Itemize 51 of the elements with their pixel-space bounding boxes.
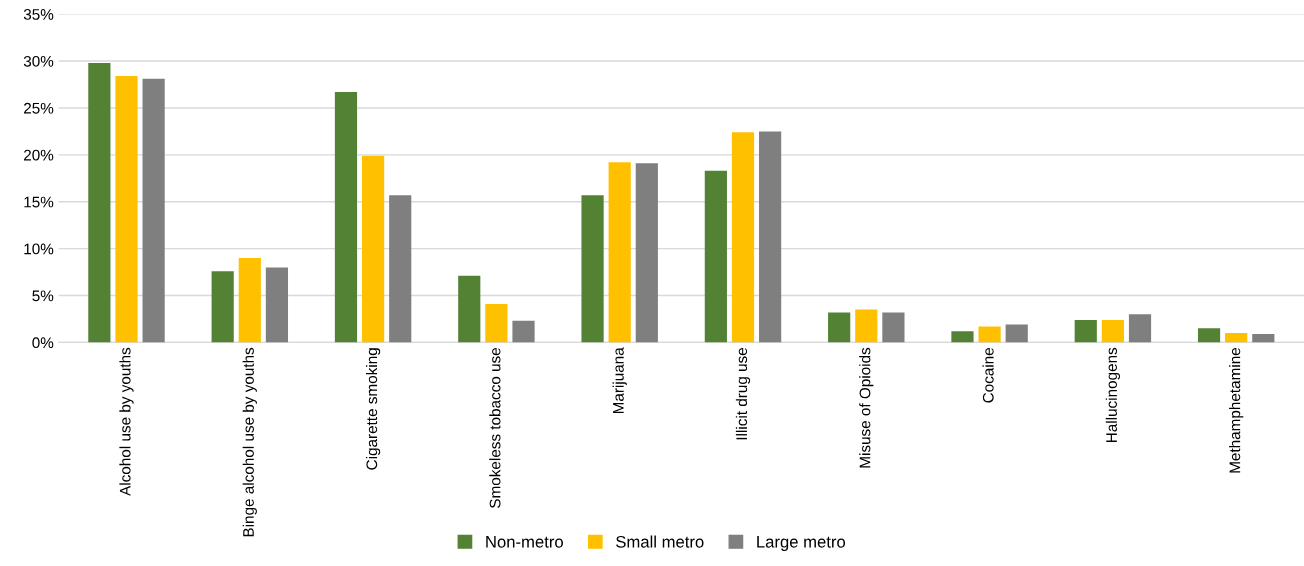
y-tick-label: 30% <box>23 55 54 67</box>
bar <box>978 326 1001 343</box>
bar <box>1005 324 1028 343</box>
legend-label: Large metro <box>757 536 846 551</box>
bar <box>1252 333 1275 343</box>
x-tick-label: Marijuana <box>612 347 627 414</box>
bar <box>88 62 111 343</box>
bar <box>211 271 234 343</box>
bar <box>142 78 165 343</box>
bar <box>389 195 412 343</box>
bar <box>334 92 358 343</box>
y-tick-label: 0% <box>32 337 54 349</box>
bar <box>731 132 755 343</box>
bar <box>1074 319 1097 343</box>
bar <box>1225 333 1248 343</box>
bar <box>238 258 261 343</box>
legend-label: Non-metro <box>486 536 563 548</box>
x-tick-label: Illicit drug use <box>735 347 751 440</box>
bar <box>362 155 385 343</box>
bar <box>1101 319 1124 343</box>
y-tick-label: 35% <box>23 9 54 20</box>
x-tick-label: Smokeless tobacco use <box>489 347 501 508</box>
y-tick-label: 5% <box>32 290 54 302</box>
bar <box>855 309 878 343</box>
x-tick-label: Binge alcohol use by youths <box>242 347 257 537</box>
bar <box>951 331 974 343</box>
y-tick-label: 15% <box>24 196 54 208</box>
bar <box>608 162 631 343</box>
bar <box>828 312 851 343</box>
legend-label: Small metro <box>616 535 704 548</box>
bar <box>635 163 658 343</box>
bar <box>704 170 727 343</box>
bar <box>882 312 905 343</box>
bar <box>485 303 508 343</box>
bar <box>265 267 289 343</box>
bar <box>1128 314 1152 343</box>
bar <box>759 131 782 343</box>
x-tick-label: Misuse of Opioids <box>859 347 874 468</box>
bar <box>581 195 604 343</box>
x-tick-label: Hallucinogens <box>1105 347 1121 442</box>
x-tick-label: Alcohol use by youths <box>119 347 134 496</box>
bar <box>1197 328 1221 343</box>
bar <box>115 76 138 343</box>
y-tick-label: 20% <box>24 149 54 161</box>
y-tick-label: 10% <box>24 243 54 255</box>
bar <box>458 275 481 343</box>
x-tick-label: Cocaine <box>982 347 994 403</box>
y-tick-label: 25% <box>24 102 54 114</box>
bar <box>512 320 535 343</box>
x-tick-label: Methamphetamine <box>1229 347 1244 473</box>
x-tick-label: Cigarette smoking <box>365 348 381 470</box>
